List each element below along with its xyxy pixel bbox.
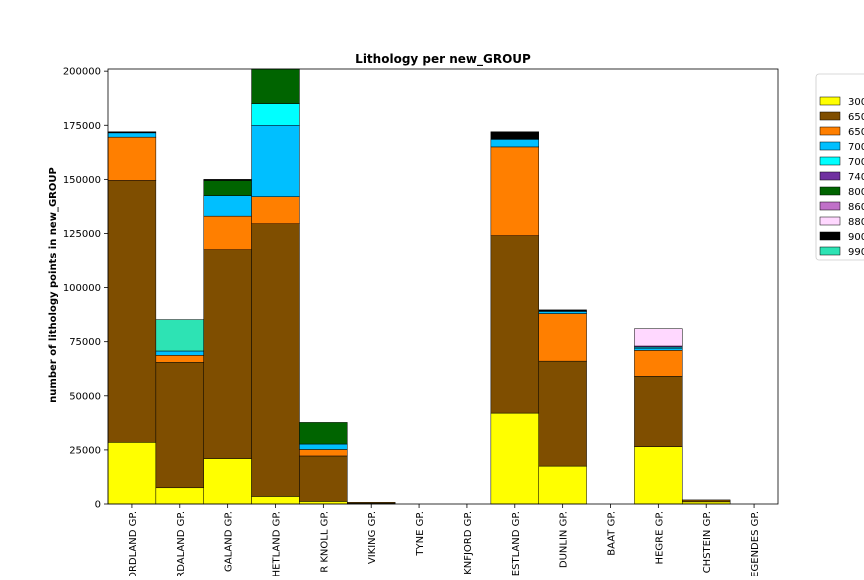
x-tick-label: CHSTEIN GP. [702, 511, 713, 573]
bar-segment-4-3 [299, 443, 348, 450]
y-tick-label: 175000 [63, 121, 101, 132]
x-tick-label: EGENDES GP. [750, 511, 761, 576]
x-tick-label: DUNLIN GP. [559, 511, 570, 568]
legend-label: 700 [848, 157, 864, 168]
bar-segment-5-1 [347, 502, 396, 504]
bar-segment-8-3 [490, 139, 539, 148]
x-tick-label: RDALAND GP. [176, 511, 187, 576]
bar-segment-2-9 [203, 179, 252, 181]
legend-swatch [819, 96, 841, 106]
bar-segment-11-1 [634, 376, 683, 447]
bar-segment-11-3 [634, 347, 683, 351]
bar-segment-3-2 [251, 196, 300, 224]
bars-layer [107, 68, 731, 505]
legend-label: 740 [848, 172, 864, 183]
legend-label: 990 [848, 247, 864, 258]
bar-segment-9-2 [538, 313, 587, 362]
bar-segment-4-1 [299, 455, 348, 502]
y-axis: 0 25000 50000 75000 100000 125000 150000 175000… [63, 67, 108, 511]
bar-segment-3-3 [251, 125, 300, 197]
legend-label: 880 [848, 217, 864, 228]
y-tick-label: 125000 [63, 229, 101, 240]
legend-label: 860 [848, 202, 864, 213]
y-tick-label: 150000 [63, 175, 101, 186]
x-tick-label: GALAND GP. [224, 511, 235, 572]
x-tick-label: HETLAND GP. [272, 511, 283, 576]
bar-segment-2-3 [203, 195, 252, 217]
x-tick-label: HEGRE GP. [654, 511, 665, 564]
bar-segment-0-3 [107, 132, 157, 138]
bar-segment-1-10 [155, 319, 204, 352]
x-tick-label: R KNOLL GP. [319, 511, 330, 573]
bar-segment-0-9 [107, 131, 157, 134]
legend-swatch [819, 201, 841, 211]
plot-frame [107, 68, 779, 505]
bar-segment-9-3 [538, 311, 587, 314]
bar-segment-1-0 [155, 487, 204, 505]
bar-segment-4-6 [299, 422, 348, 445]
bar-segment-3-6 [251, 68, 300, 104]
bar-segment-9-0 [538, 465, 587, 505]
legend: 300 650 650 700 700 740 800 860 880 900 990 [815, 73, 864, 261]
bar-segment-9-1 [538, 360, 587, 467]
y-tick-label: 200000 [63, 67, 101, 78]
chart-title: Lithology per new_GROUP [355, 52, 531, 67]
bar-segment-0-2 [107, 136, 157, 181]
x-tick-label: ESTLAND GP. [511, 511, 522, 576]
legend-label: 300 [848, 97, 864, 108]
bar-segment-2-6 [203, 180, 252, 196]
legend-box [815, 73, 864, 261]
bar-segment-0-0 [107, 442, 157, 505]
bar-segment-0-1 [107, 180, 157, 443]
bar-segment-2-2 [203, 215, 252, 250]
bar-segment-3-0 [251, 496, 300, 505]
legend-swatch [819, 156, 841, 166]
legend-label: 900 [848, 232, 864, 243]
bar-segment-1-2 [155, 355, 204, 363]
bar-segment-8-2 [490, 146, 539, 236]
bar-segment-8-1 [490, 235, 539, 414]
legend-swatch [819, 141, 841, 151]
y-tick-label: 100000 [63, 283, 101, 294]
legend-label: 800 [848, 187, 864, 198]
bar-segment-2-0 [203, 458, 252, 505]
bar-segment-11-2 [634, 350, 683, 377]
x-tick-label: TYNE GP. [415, 511, 426, 557]
y-tick-label: 25000 [69, 445, 101, 456]
legend-label: 700 [848, 142, 864, 153]
bar-segment-1-3 [155, 350, 204, 356]
bar-segment-12-1 [682, 499, 731, 503]
bar-segment-3-1 [251, 223, 300, 497]
legend-swatch [819, 231, 841, 241]
y-tick-label: 0 [95, 500, 101, 511]
legend-swatch [819, 186, 841, 196]
y-tick-label: 75000 [69, 337, 101, 348]
x-tick-label: KNFJORD GP. [463, 511, 474, 575]
legend-swatch [819, 111, 841, 121]
x-tick-label: ORDLAND GP. [128, 511, 139, 576]
bar-segment-8-9 [490, 131, 539, 140]
bar-segment-2-1 [203, 249, 252, 459]
bar-segment-11-0 [634, 446, 683, 505]
y-axis-label: number of lithology points in new_GROUP [48, 167, 59, 403]
bar-segment-1-1 [155, 362, 204, 489]
legend-swatch [819, 126, 841, 136]
y-tick-label: 50000 [69, 391, 101, 402]
bar-segment-11-8 [634, 328, 683, 347]
bar-segment-3-4 [251, 103, 300, 126]
legend-label: 650 [848, 112, 864, 123]
legend-swatch [819, 216, 841, 226]
bar-segment-8-0 [490, 412, 539, 505]
legend-swatch [819, 246, 841, 256]
legend-swatch [819, 171, 841, 181]
x-tick-label: BAAT GP. [607, 511, 618, 556]
legend-label: 650 [848, 127, 864, 138]
x-tick-label: VIKING GP. [367, 511, 378, 564]
bar-segment-9-9 [538, 309, 587, 312]
bar-segment-4-2 [299, 449, 348, 457]
x-axis: ORDLAND GP. RDALAND GP. GALAND GP. HETLAND … [128, 504, 761, 580]
